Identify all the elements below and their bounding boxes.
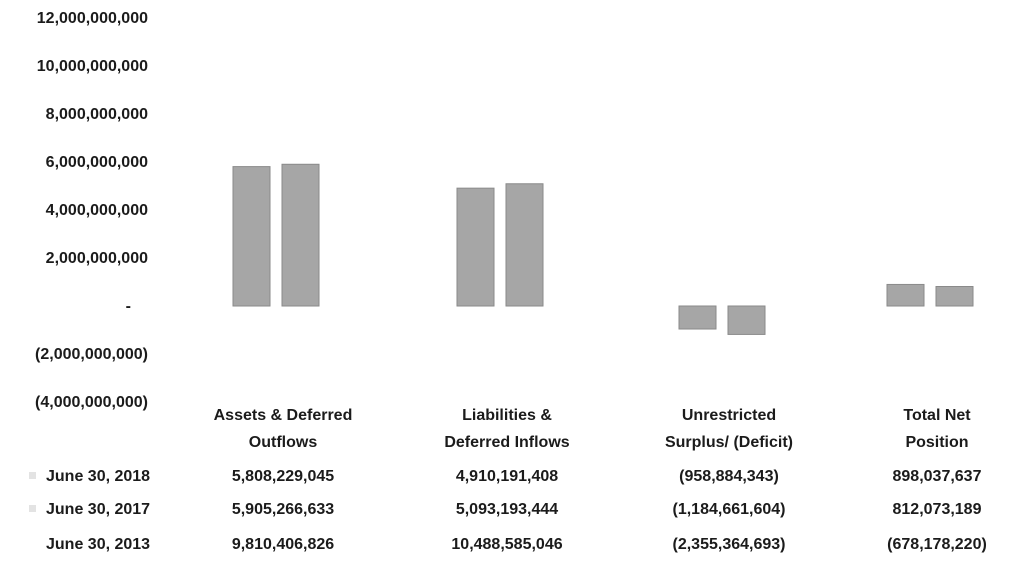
data-label: 5,808,229,045	[232, 468, 334, 485]
category-label: Position	[905, 434, 968, 451]
data-label: 9,810,406,826	[232, 536, 334, 553]
series-name: June 30, 2013	[46, 536, 150, 553]
category-labels: Assets & Deferred Outflows Liabilities & De…	[214, 407, 972, 451]
bar	[727, 305, 766, 335]
y-tick-label: 6,000,000,000	[46, 154, 148, 171]
bar	[456, 187, 495, 307]
data-label: 5,093,193,444	[456, 501, 558, 518]
category-label: Outflows	[249, 434, 318, 451]
y-tick-label: 12,000,000,000	[37, 10, 148, 27]
data-label: (1,184,661,604)	[673, 501, 786, 518]
y-tick-label: 8,000,000,000	[46, 106, 148, 123]
data-label: (2,355,364,693)	[673, 536, 786, 553]
category-label: Unrestricted	[682, 407, 776, 424]
data-table: June 30, 2018 5,808,229,045 4,910,191,408 (…	[29, 468, 987, 553]
category-label: Assets & Deferred	[214, 407, 353, 424]
bar	[232, 166, 271, 307]
bar	[678, 305, 717, 330]
category-label: Liabilities &	[462, 407, 552, 424]
y-tick-label: -	[126, 298, 131, 315]
legend-key	[29, 505, 36, 512]
bar	[886, 283, 925, 307]
data-label: (678,178,220)	[887, 536, 987, 553]
series-name: June 30, 2017	[46, 501, 150, 518]
y-tick-label: (2,000,000,000)	[35, 346, 148, 363]
data-label: 812,073,189	[893, 501, 982, 518]
y-tick-label: 4,000,000,000	[46, 202, 148, 219]
data-label: 10,488,585,046	[451, 536, 562, 553]
bars	[232, 163, 974, 335]
bar	[281, 163, 320, 307]
data-label: (958,884,343)	[679, 468, 779, 485]
data-label: 898,037,637	[893, 468, 982, 485]
data-label: 5,905,266,633	[232, 501, 334, 518]
category-label: Deferred Inflows	[444, 434, 569, 451]
bar	[505, 183, 544, 307]
y-tick-label: 2,000,000,000	[46, 250, 148, 267]
series-name: June 30, 2018	[46, 468, 150, 485]
category-label: Total Net	[903, 407, 971, 424]
data-label: 4,910,191,408	[456, 468, 558, 485]
bar	[935, 286, 974, 307]
y-axis: 12,000,000,000 10,000,000,000 8,000,000,00…	[35, 10, 148, 411]
y-tick-label: (4,000,000,000)	[35, 394, 148, 411]
y-tick-label: 10,000,000,000	[37, 58, 148, 75]
legend-key	[29, 472, 36, 479]
category-label: Surplus/ (Deficit)	[665, 434, 793, 451]
